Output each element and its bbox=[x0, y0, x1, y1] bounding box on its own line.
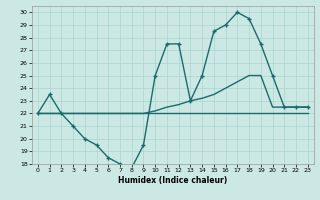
X-axis label: Humidex (Indice chaleur): Humidex (Indice chaleur) bbox=[118, 176, 228, 185]
